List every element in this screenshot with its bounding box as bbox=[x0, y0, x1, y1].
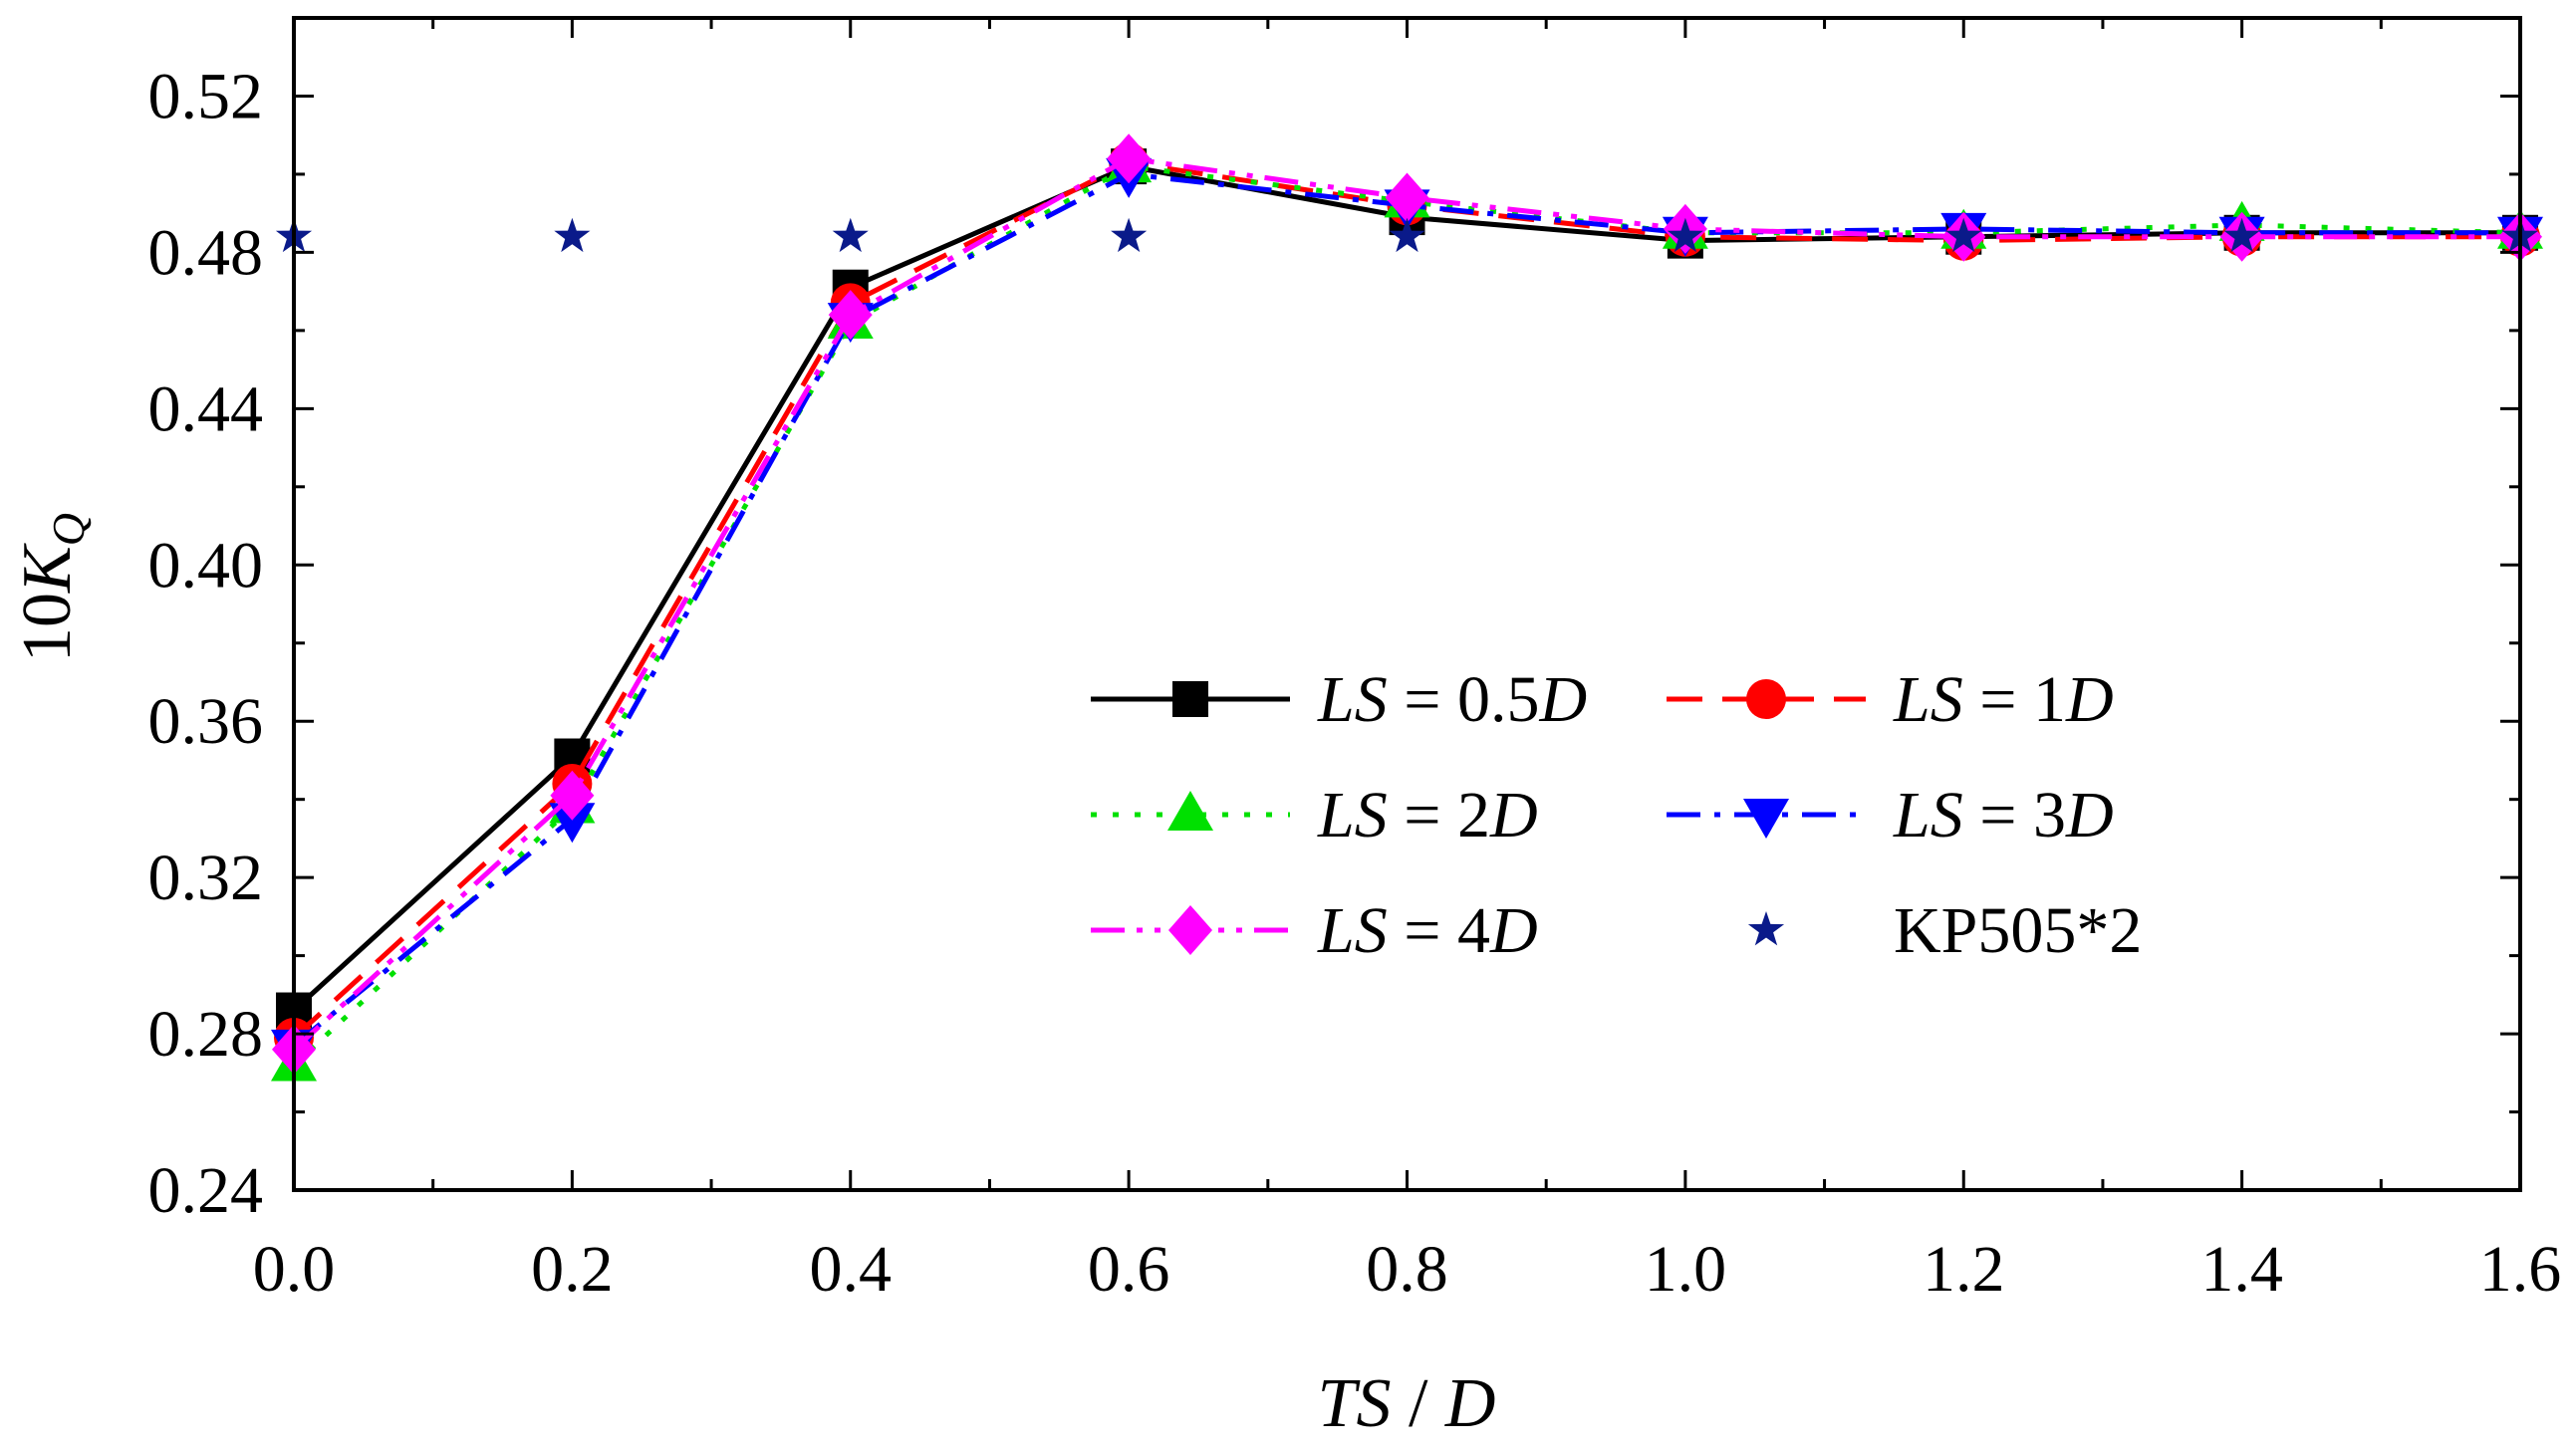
legend-item: LS = 0.5D bbox=[1091, 663, 1587, 736]
data-point bbox=[832, 217, 869, 253]
y-tick-label: 0.52 bbox=[148, 60, 264, 132]
y-tick-label: 0.36 bbox=[148, 685, 264, 758]
data-point bbox=[554, 217, 591, 253]
legend-item: LS = 1D bbox=[1667, 663, 2114, 736]
data-point bbox=[828, 290, 873, 341]
legend-marker bbox=[1743, 799, 1789, 839]
x-axis-title: TS / D bbox=[1318, 1365, 1496, 1442]
plot-area bbox=[271, 133, 2543, 1082]
series-line bbox=[292, 163, 2520, 1013]
x-tick-label: 1.6 bbox=[2479, 1233, 2562, 1306]
legend-item: LS = 2D bbox=[1091, 779, 1538, 851]
legend-marker bbox=[1746, 679, 1786, 719]
data-point bbox=[1667, 217, 1703, 253]
x-tick-label: 0.2 bbox=[531, 1233, 614, 1306]
legend-item: KP505*2 bbox=[1747, 894, 2142, 967]
y-tick-label: 0.28 bbox=[148, 998, 264, 1071]
x-tick-label: 0.4 bbox=[810, 1233, 893, 1306]
legend-marker bbox=[1168, 905, 1212, 955]
legend-label: LS = 0.5D bbox=[1317, 663, 1587, 736]
legend-marker bbox=[1167, 791, 1213, 831]
y-tick-labels: 0.24 0.28 0.32 0.36 0.40 0.44 0.48 0.52 bbox=[148, 60, 264, 1227]
data-point bbox=[1111, 217, 1148, 253]
series-line bbox=[292, 171, 2520, 1048]
legend-marker bbox=[1172, 681, 1208, 717]
y-tick-label: 0.44 bbox=[148, 372, 264, 445]
data-point bbox=[549, 803, 596, 844]
legend-item: LS = 4D bbox=[1091, 894, 1538, 967]
legend-label: LS = 1D bbox=[1893, 663, 2114, 736]
y-tick-label: 0.32 bbox=[148, 842, 264, 914]
x-tick-label: 0.6 bbox=[1088, 1233, 1170, 1306]
x-tick-label: 1.4 bbox=[2200, 1233, 2283, 1306]
axis-ticks bbox=[292, 16, 2522, 1192]
x-tick-label: 0.0 bbox=[253, 1233, 336, 1306]
legend: LS = 0.5D LS = 1D LS = 2D LS = 3D LS = 4D KP5… bbox=[1091, 663, 2142, 967]
data-point bbox=[1945, 217, 1982, 253]
x-tick-label: 0.8 bbox=[1366, 1233, 1448, 1306]
legend-label: KP505*2 bbox=[1894, 894, 2142, 967]
y-tick-label: 0.40 bbox=[148, 529, 264, 602]
data-point bbox=[550, 770, 595, 821]
legend-label: LS = 4D bbox=[1317, 894, 1538, 967]
data-point bbox=[1385, 172, 1429, 223]
legend-label: LS = 2D bbox=[1317, 779, 1538, 851]
data-point bbox=[1389, 217, 1425, 253]
y-tick-label: 0.48 bbox=[148, 216, 264, 289]
y-axis-title: 10KQ bbox=[9, 513, 94, 662]
data-point bbox=[1107, 133, 1152, 184]
x-tick-labels: 0.0 0.2 0.4 0.6 0.8 1.0 1.2 1.4 1.6 bbox=[253, 1233, 2562, 1306]
x-tick-label: 1.0 bbox=[1645, 1233, 1727, 1306]
legend-item: LS = 3D bbox=[1667, 779, 2114, 851]
series-5 bbox=[272, 133, 2542, 1075]
legend-label: LS = 3D bbox=[1893, 779, 2114, 851]
y-tick-label: 0.24 bbox=[148, 1154, 264, 1227]
data-point bbox=[2223, 217, 2260, 253]
x-tick-label: 1.2 bbox=[1923, 1233, 2005, 1306]
legend-marker bbox=[1747, 911, 1785, 946]
